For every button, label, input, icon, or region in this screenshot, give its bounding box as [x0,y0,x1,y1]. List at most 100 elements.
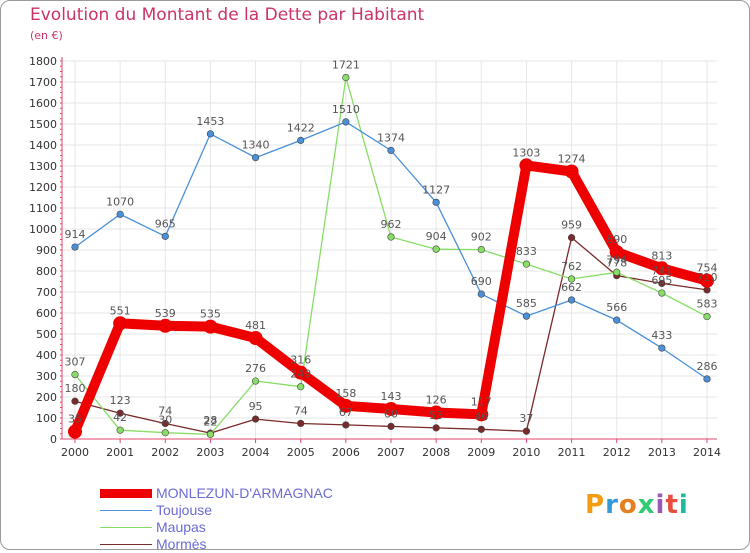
data-point [658,279,666,287]
data-point [71,243,79,251]
data-label: 962 [381,218,402,231]
data-point [297,419,305,428]
y-tick-label: 900 [36,244,57,257]
y-tick-label: 1500 [29,118,57,131]
data-point [703,375,711,383]
legend-swatch [100,527,152,528]
data-label: 286 [697,360,718,373]
data-label: 37 [519,412,533,425]
data-label: 690 [471,275,492,288]
data-point [474,407,489,422]
y-tick-label: 200 [36,391,57,404]
data-label: 902 [471,231,492,244]
legend-label: Mormès [156,536,207,552]
data-label: 1303 [512,146,540,159]
y-tick-label: 1100 [29,202,57,215]
data-label: 535 [200,308,221,321]
data-point [116,210,124,218]
data-label: 143 [381,390,402,403]
data-point [251,415,260,423]
data-point [522,427,531,435]
data-point [567,275,576,283]
y-tick-label: 1000 [29,223,57,236]
y-tick-label: 600 [36,307,57,320]
logo-letter: t [665,490,679,520]
data-point [432,198,440,206]
x-tick-label: 2003 [196,446,224,459]
y-tick-label: 1300 [29,160,57,173]
y-tick-label: 500 [36,328,57,341]
data-point [432,245,440,253]
data-label: 276 [245,362,266,375]
data-point [342,421,350,429]
data-label: 1340 [242,139,270,152]
data-point [248,330,263,345]
data-label: 833 [516,245,537,258]
data-label: 126 [426,394,447,407]
data-point [387,233,395,241]
data-label: 307 [65,356,86,369]
data-point [564,164,579,179]
data-point [519,158,534,173]
data-label: 959 [561,219,582,232]
data-point [161,232,169,240]
data-label: 158 [335,387,356,400]
logo-letter: o [618,490,638,520]
logo-letter: r [605,490,619,520]
data-point [206,430,215,438]
data-point [203,319,218,334]
legend-swatch [100,544,152,545]
data-point [116,426,124,434]
x-tick-label: 2005 [287,446,315,459]
grid-layer [62,60,717,440]
y-tick-label: 1400 [29,139,57,152]
data-label: 28 [203,414,217,427]
data-point [387,422,395,431]
logo-letter: i [678,490,689,520]
data-label: 123 [110,394,131,407]
x-tick-label: 2012 [603,446,631,459]
data-label: 35 [68,413,82,426]
y-tick-label: 700 [36,286,57,299]
data-label: 53 [429,409,443,422]
x-tick-label: 2014 [693,446,721,459]
legend-label: Toujouse [156,502,213,518]
y-tick-label: 300 [36,370,57,383]
data-label: 1274 [558,152,586,165]
data-point [71,370,79,379]
data-label: 67 [339,406,353,419]
data-point [658,289,666,297]
data-label: 539 [155,307,176,320]
data-label: 695 [651,274,672,287]
y-tick-label: 1800 [29,55,57,68]
y-tick-label: 1200 [29,181,57,194]
x-tick-label: 2004 [242,446,270,459]
data-label: 60 [384,407,398,420]
legend: MONLEZUN-D'ARMAGNAC Toujouse Maupas Morm… [100,485,420,553]
legend-item-mormes: Mormès [100,536,420,553]
data-point [342,73,350,82]
y-tick-label: 100 [36,412,57,425]
data-point [429,405,444,420]
data-point [477,290,485,298]
y-tick-label: 1700 [29,76,57,89]
x-tick-label: 2013 [648,446,676,459]
data-point [161,419,169,428]
data-label: 566 [606,301,627,314]
data-point [206,130,215,138]
data-point [522,260,531,268]
series-layer [68,73,714,439]
data-point [613,268,621,276]
data-label: 754 [697,262,718,275]
data-point [567,234,576,242]
data-point [251,154,260,162]
data-point [567,296,576,304]
data-point [609,245,624,260]
x-tick-label: 2009 [467,446,495,459]
logo-letter: P [585,490,606,520]
legend-item-toujouse: Toujouse [100,502,420,519]
x-tick-label: 2006 [332,446,360,459]
data-point [293,365,308,380]
